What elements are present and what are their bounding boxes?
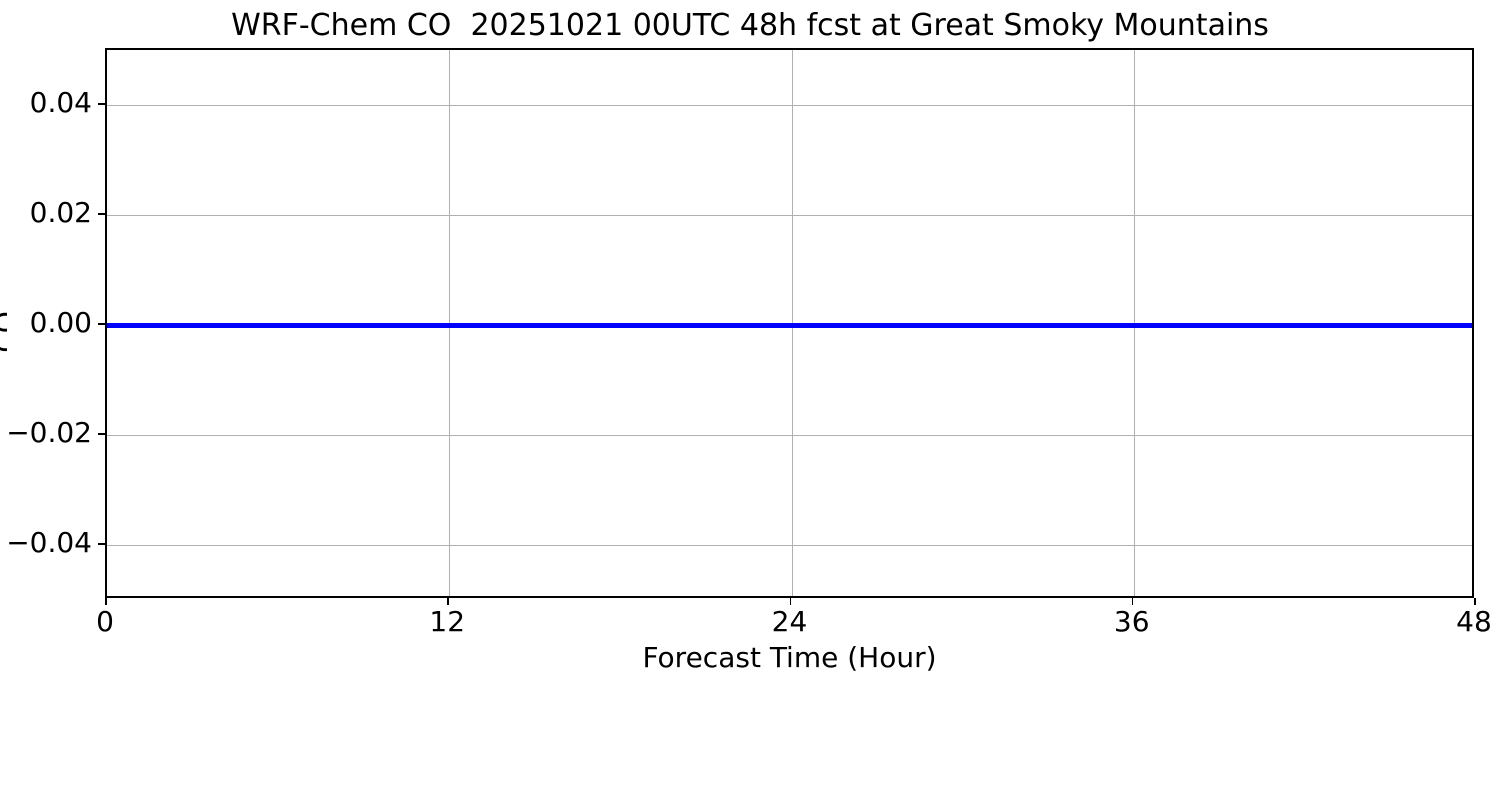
- x-tick-label: 12: [429, 605, 466, 638]
- y-tick: [98, 213, 105, 215]
- y-axis-label: CO: [0, 311, 7, 353]
- x-tick-label: 48: [1456, 605, 1492, 638]
- x-tick-label: 24: [771, 605, 808, 638]
- gridline-horizontal: [107, 215, 1472, 216]
- y-tick-label: −0.04: [6, 526, 92, 559]
- x-tick-label: 0: [96, 605, 114, 638]
- chart-title: WRF-Chem CO 20251021 00UTC 48h fcst at G…: [231, 8, 1269, 43]
- x-tick: [447, 598, 449, 605]
- data-series-layer: [107, 50, 1472, 596]
- y-axis-label-clip: CO: [0, 0, 7, 800]
- x-tick: [789, 598, 792, 605]
- y-tick: [98, 323, 105, 325]
- y-tick: [98, 543, 105, 545]
- y-tick-label: 0.04: [29, 86, 92, 119]
- x-tick: [105, 598, 107, 605]
- y-tick: [98, 103, 105, 105]
- gridline-horizontal: [107, 105, 1472, 106]
- x-axis-label: Forecast Time (Hour): [642, 641, 937, 674]
- series-line-co: [107, 322, 1472, 328]
- y-tick-label: 0.02: [29, 196, 92, 229]
- x-tick: [1474, 598, 1476, 605]
- y-tick: [98, 433, 105, 435]
- y-tick-label: −0.02: [6, 416, 92, 449]
- x-tick: [1131, 598, 1134, 605]
- plot-area: [105, 48, 1474, 598]
- x-tick-label: 36: [1113, 605, 1150, 638]
- gridline-horizontal: [107, 545, 1472, 546]
- gridline-horizontal: [107, 435, 1472, 436]
- y-tick-label: 0.00: [29, 306, 92, 339]
